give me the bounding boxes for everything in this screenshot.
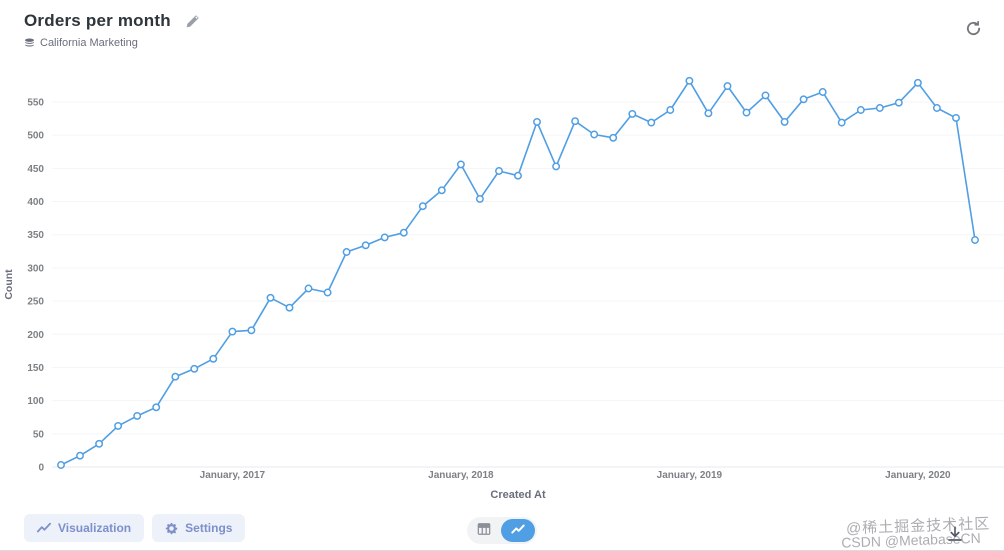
- data-point[interactable]: [304, 284, 313, 293]
- y-tick-label: 550: [27, 98, 44, 109]
- page-title: Orders per month: [24, 11, 171, 30]
- y-tick-label: 400: [27, 197, 44, 208]
- data-point[interactable]: [799, 95, 808, 104]
- collection-name: California Marketing: [40, 37, 138, 49]
- data-point[interactable]: [894, 98, 903, 107]
- card-header: Orders per month California Marketing: [0, 0, 1004, 60]
- y-tick-label: 100: [27, 396, 44, 407]
- data-point[interactable]: [95, 439, 104, 448]
- data-point[interactable]: [875, 104, 884, 112]
- data-point[interactable]: [552, 162, 561, 171]
- data-point[interactable]: [76, 451, 84, 460]
- zigzag-chart-icon: [511, 523, 525, 538]
- download-icon[interactable]: [946, 525, 964, 543]
- y-tick-label: 150: [27, 363, 44, 374]
- data-point[interactable]: [704, 109, 713, 118]
- data-point[interactable]: [952, 113, 960, 122]
- data-point[interactable]: [818, 88, 827, 96]
- data-point[interactable]: [971, 236, 979, 244]
- data-point[interactable]: [837, 118, 846, 127]
- database-icon: [24, 38, 35, 49]
- data-point[interactable]: [780, 117, 789, 126]
- data-point[interactable]: [114, 421, 123, 430]
- data-point[interactable]: [666, 106, 675, 114]
- data-point[interactable]: [495, 167, 503, 175]
- data-point[interactable]: [932, 104, 941, 112]
- y-tick-label: 50: [33, 429, 45, 440]
- data-point[interactable]: [209, 354, 218, 363]
- data-point[interactable]: [285, 303, 294, 312]
- data-point[interactable]: [913, 78, 922, 87]
- data-point[interactable]: [571, 117, 580, 126]
- x-tick-label: January, 2019: [657, 470, 723, 481]
- line-chart[interactable]: 0 50 100 150 200 250 300 350 400 450 500 550 Count Ja…: [0, 60, 1004, 506]
- watermark-line-2: CSDN @MetabaseCN: [840, 529, 981, 550]
- data-point[interactable]: [647, 118, 656, 127]
- data-point[interactable]: [190, 364, 199, 373]
- y-tick-label: 450: [27, 164, 44, 175]
- x-tick-label: January, 2020: [885, 470, 951, 481]
- visualization-button[interactable]: Visualization: [24, 514, 145, 542]
- data-point[interactable]: [342, 248, 351, 256]
- x-axis-label: Created At: [490, 489, 546, 501]
- settings-button[interactable]: Settings: [152, 514, 246, 542]
- y-axis-label: Count: [3, 269, 15, 300]
- y-tick-label: 0: [38, 463, 44, 474]
- data-point[interactable]: [133, 411, 142, 420]
- data-point[interactable]: [856, 106, 865, 114]
- data-point[interactable]: [475, 194, 484, 203]
- data-point[interactable]: [514, 171, 522, 180]
- data-point[interactable]: [609, 133, 618, 142]
- y-tick-label: 250: [27, 297, 44, 308]
- data-point[interactable]: [685, 76, 694, 85]
- data-point[interactable]: [456, 160, 465, 169]
- data-point[interactable]: [171, 372, 180, 381]
- data-point[interactable]: [742, 108, 751, 117]
- y-tick-label: 300: [27, 263, 44, 274]
- visualization-button-label: Visualization: [58, 521, 132, 535]
- data-point[interactable]: [380, 233, 389, 242]
- data-point[interactable]: [761, 91, 770, 100]
- series-line: [60, 79, 976, 466]
- line-chart-icon: [37, 522, 51, 534]
- table-view-toggle[interactable]: [469, 519, 499, 542]
- data-point[interactable]: [418, 202, 427, 211]
- chart-view-toggle[interactable]: [501, 519, 535, 542]
- data-point[interactable]: [533, 117, 541, 126]
- data-point[interactable]: [247, 326, 256, 335]
- editor-footer: Visualization Settings @稀土掘金技术社区 CSDN @M…: [0, 505, 1004, 550]
- edit-title-icon[interactable]: [185, 14, 200, 29]
- data-point[interactable]: [266, 293, 275, 302]
- data-point[interactable]: [57, 461, 65, 469]
- data-point[interactable]: [361, 241, 370, 250]
- y-tick-label: 350: [27, 230, 44, 241]
- display-toggle: [467, 517, 537, 544]
- x-tick-label: January, 2017: [200, 470, 266, 481]
- data-point[interactable]: [590, 130, 599, 139]
- refresh-icon[interactable]: [965, 20, 982, 37]
- x-tick-label: January, 2018: [428, 470, 494, 481]
- watermark: @稀土掘金技术社区 CSDN @MetabaseCN: [840, 514, 991, 550]
- data-point[interactable]: [228, 327, 237, 336]
- y-tick-label: 500: [27, 131, 44, 142]
- data-point[interactable]: [723, 82, 732, 91]
- settings-button-label: Settings: [185, 521, 233, 535]
- table-icon: [477, 522, 491, 539]
- data-point[interactable]: [152, 403, 161, 412]
- watermark-line-1: @稀土掘金技术社区: [845, 514, 991, 537]
- data-point[interactable]: [399, 228, 408, 237]
- y-tick-label: 200: [27, 330, 44, 341]
- chart-area: 0 50 100 150 200 250 300 350 400 450 500 550 Count Ja…: [0, 60, 1004, 506]
- data-point[interactable]: [437, 186, 446, 195]
- data-point[interactable]: [628, 109, 637, 118]
- gear-icon: [165, 522, 178, 535]
- data-point[interactable]: [323, 288, 332, 297]
